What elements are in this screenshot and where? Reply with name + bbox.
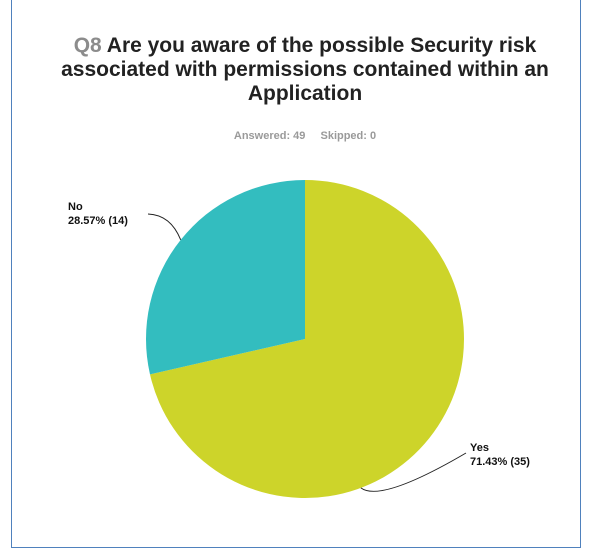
slice-value-no: 28.57% (14) <box>68 215 128 227</box>
slice-label-no: No <box>68 201 83 213</box>
slice-value-yes: 71.43% (35) <box>470 456 530 468</box>
leader-line-no <box>148 214 181 240</box>
slice-label-yes: Yes <box>470 442 489 454</box>
